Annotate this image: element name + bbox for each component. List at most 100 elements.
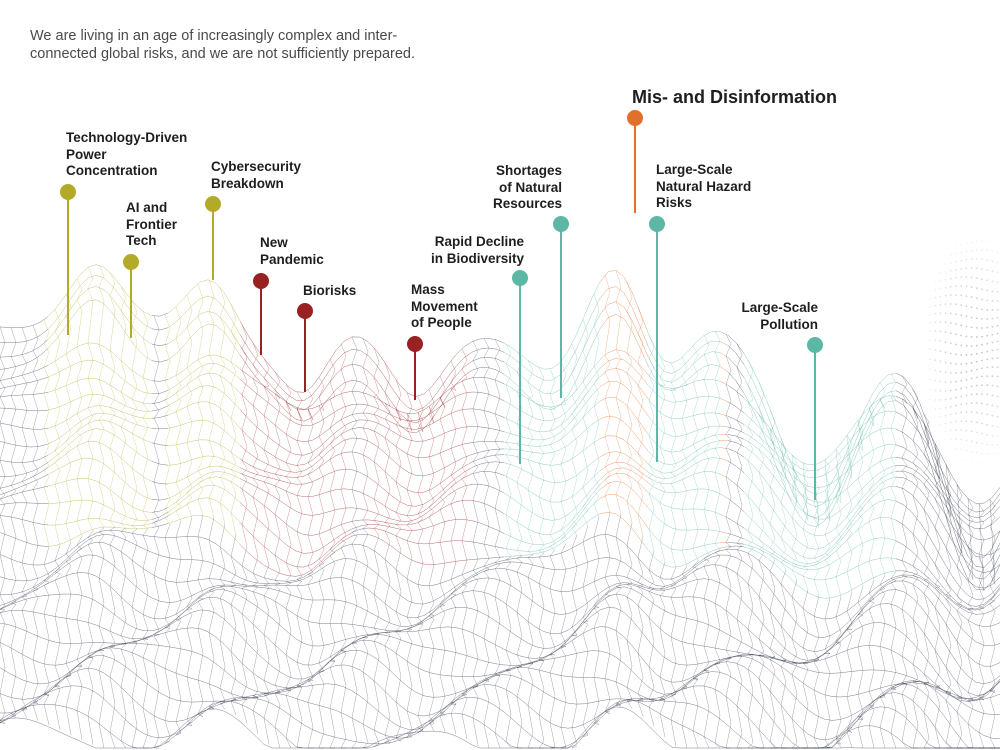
mesh-line bbox=[319, 557, 329, 565]
mesh-line bbox=[375, 445, 385, 453]
mesh-line bbox=[527, 621, 537, 628]
mesh-line bbox=[959, 570, 969, 582]
mesh-line bbox=[7, 395, 17, 397]
mesh-line bbox=[223, 321, 233, 333]
mesh-line bbox=[943, 492, 953, 505]
mesh-line bbox=[511, 479, 521, 485]
mesh-line bbox=[799, 461, 809, 465]
mesh-line bbox=[615, 417, 625, 423]
mesh-line bbox=[143, 636, 153, 640]
mesh-line bbox=[263, 587, 273, 590]
decor-dot bbox=[975, 277, 978, 279]
mesh-line bbox=[439, 414, 449, 420]
mesh-line bbox=[527, 360, 537, 367]
decor-dot bbox=[965, 315, 968, 318]
mesh-line bbox=[911, 597, 921, 606]
mesh-line bbox=[271, 703, 281, 709]
mesh-line bbox=[439, 626, 449, 628]
mesh-line bbox=[79, 407, 89, 413]
mesh-line bbox=[303, 424, 313, 427]
mesh-line bbox=[463, 473, 473, 478]
mesh-line bbox=[927, 684, 937, 688]
mesh-line bbox=[599, 452, 609, 458]
mesh-line bbox=[63, 461, 73, 467]
mesh-line bbox=[351, 638, 361, 644]
mesh-line bbox=[367, 566, 377, 574]
mesh-line bbox=[407, 540, 417, 544]
mesh-line bbox=[775, 445, 785, 456]
decor-dot bbox=[986, 433, 989, 436]
mesh-line bbox=[15, 595, 25, 601]
mesh-line bbox=[23, 519, 33, 523]
mesh-line bbox=[647, 549, 657, 559]
decor-dot bbox=[955, 260, 957, 263]
mesh-line bbox=[76, 659, 83, 667]
mesh-line bbox=[543, 671, 553, 674]
mesh-line bbox=[207, 323, 217, 326]
mesh-line bbox=[551, 404, 561, 408]
mesh-line bbox=[839, 433, 849, 445]
mesh-line bbox=[21, 364, 28, 376]
mesh-line bbox=[767, 558, 777, 566]
mesh-line bbox=[47, 570, 57, 578]
mesh-line bbox=[407, 431, 417, 434]
mesh-line bbox=[591, 578, 601, 583]
mesh-line bbox=[431, 497, 441, 506]
mesh-line bbox=[207, 295, 217, 300]
mesh-line bbox=[735, 618, 745, 626]
mesh-line bbox=[871, 398, 881, 405]
mesh-line bbox=[519, 562, 529, 565]
mesh-line bbox=[959, 587, 969, 596]
decor-dot bbox=[939, 272, 942, 274]
mesh-line bbox=[671, 386, 681, 389]
mesh-line bbox=[455, 735, 465, 741]
mesh-line bbox=[863, 607, 873, 613]
mesh-line bbox=[109, 421, 116, 433]
decor-dot bbox=[939, 303, 942, 306]
mesh-line bbox=[103, 395, 113, 400]
mesh-line bbox=[863, 701, 873, 710]
mesh-line bbox=[591, 626, 601, 630]
mesh-line bbox=[943, 641, 953, 656]
mesh-line bbox=[943, 596, 953, 606]
mesh-line bbox=[247, 643, 257, 653]
mesh-line bbox=[39, 722, 49, 727]
mesh-line bbox=[503, 342, 513, 348]
mesh-line bbox=[76, 478, 83, 501]
mesh-line bbox=[599, 381, 609, 388]
mesh-line bbox=[511, 746, 521, 749]
mesh-line bbox=[167, 733, 177, 737]
mesh-line bbox=[71, 669, 81, 674]
mesh-line bbox=[543, 430, 553, 433]
mesh-line bbox=[32, 446, 39, 462]
mesh-line bbox=[255, 408, 265, 416]
mesh-line bbox=[687, 643, 697, 646]
mesh-line bbox=[63, 617, 73, 620]
mesh-line bbox=[607, 587, 617, 594]
mesh-line bbox=[271, 683, 281, 688]
mesh-line bbox=[103, 412, 113, 415]
mesh-line bbox=[583, 607, 593, 617]
mesh-line bbox=[21, 629, 28, 655]
mesh-line bbox=[423, 646, 433, 649]
mesh-line bbox=[879, 410, 889, 414]
mesh-line bbox=[109, 413, 116, 422]
mesh-line bbox=[159, 665, 169, 671]
mesh-line bbox=[199, 536, 209, 540]
mesh-line bbox=[887, 410, 897, 413]
mesh-line bbox=[487, 471, 497, 473]
mesh-line bbox=[359, 625, 369, 628]
mesh-line bbox=[839, 475, 849, 495]
mesh-line bbox=[191, 714, 201, 722]
mesh-line bbox=[887, 476, 897, 480]
mesh-line bbox=[175, 558, 185, 560]
mesh-line bbox=[591, 470, 601, 479]
mesh-line bbox=[991, 487, 1000, 498]
mesh-line bbox=[159, 405, 169, 410]
mesh-line bbox=[415, 510, 425, 516]
mesh-line bbox=[76, 545, 83, 550]
mesh-line bbox=[79, 423, 89, 429]
mesh-line bbox=[647, 434, 657, 444]
mesh-line bbox=[231, 626, 241, 636]
mesh-line bbox=[439, 731, 449, 734]
